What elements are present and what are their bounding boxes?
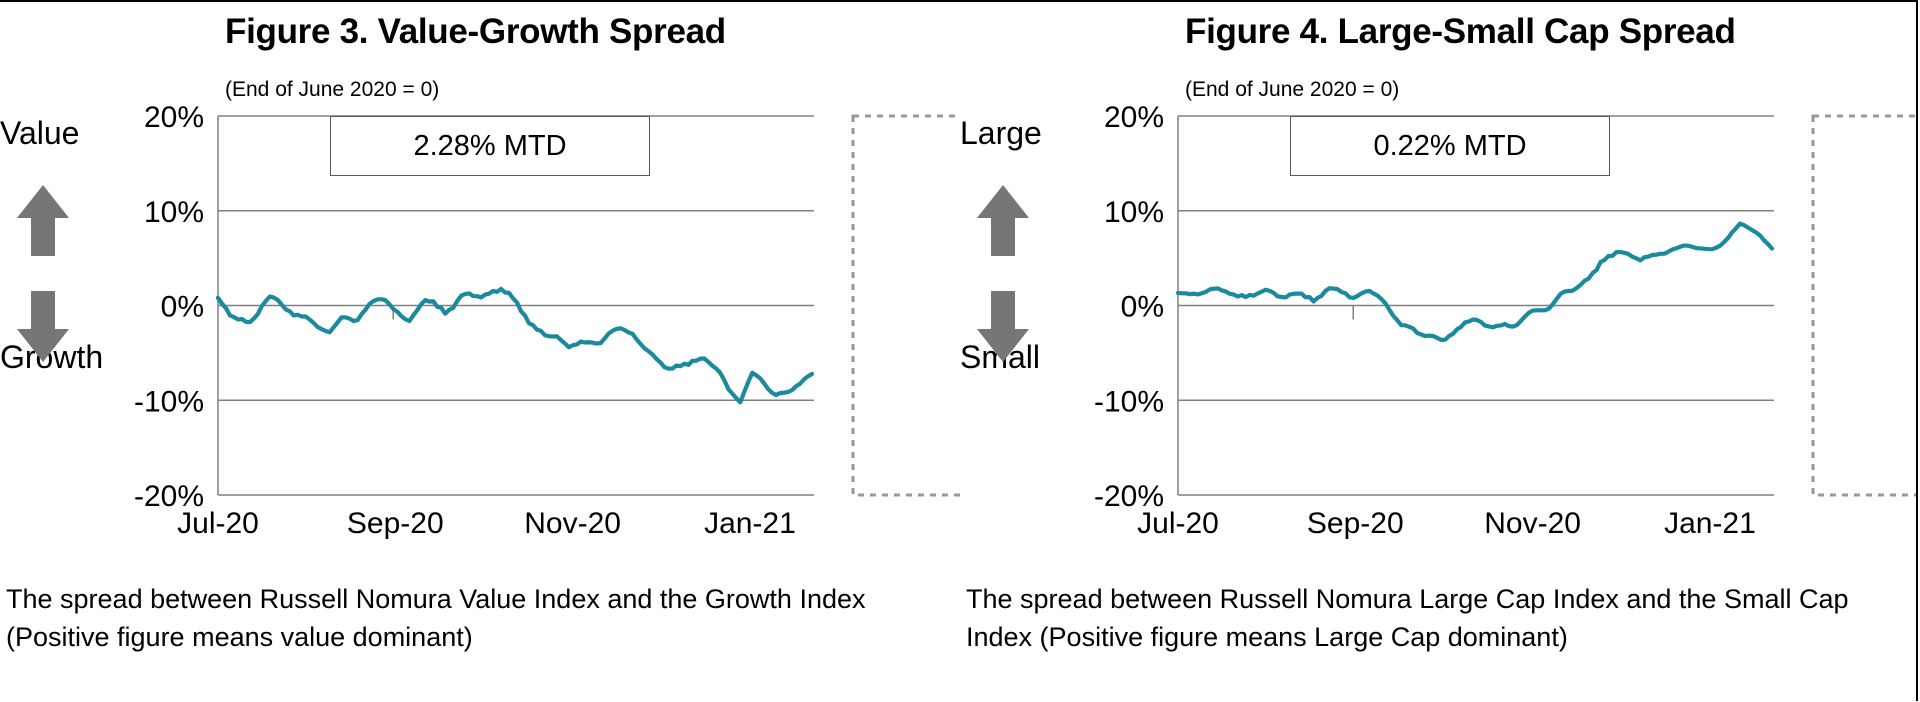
svg-text:Jul-20: Jul-20 bbox=[1137, 507, 1219, 540]
svg-text:0%: 0% bbox=[1121, 291, 1164, 324]
svg-text:-10%: -10% bbox=[1094, 385, 1164, 418]
svg-text:Nov-20: Nov-20 bbox=[524, 507, 621, 540]
svg-text:-10%: -10% bbox=[134, 385, 204, 418]
svg-text:10%: 10% bbox=[1104, 196, 1164, 229]
svg-text:10%: 10% bbox=[144, 196, 204, 229]
svg-text:20%: 20% bbox=[144, 101, 204, 134]
svg-text:20%: 20% bbox=[1104, 101, 1164, 134]
svg-text:0%: 0% bbox=[161, 291, 204, 324]
svg-text:Sep-20: Sep-20 bbox=[347, 507, 444, 540]
svg-text:Jan-21: Jan-21 bbox=[704, 507, 796, 540]
svg-text:Jul-20: Jul-20 bbox=[177, 507, 259, 540]
svg-text:Sep-20: Sep-20 bbox=[1307, 507, 1404, 540]
svg-text:Jan-21: Jan-21 bbox=[1664, 507, 1756, 540]
svg-text:Nov-20: Nov-20 bbox=[1484, 507, 1581, 540]
